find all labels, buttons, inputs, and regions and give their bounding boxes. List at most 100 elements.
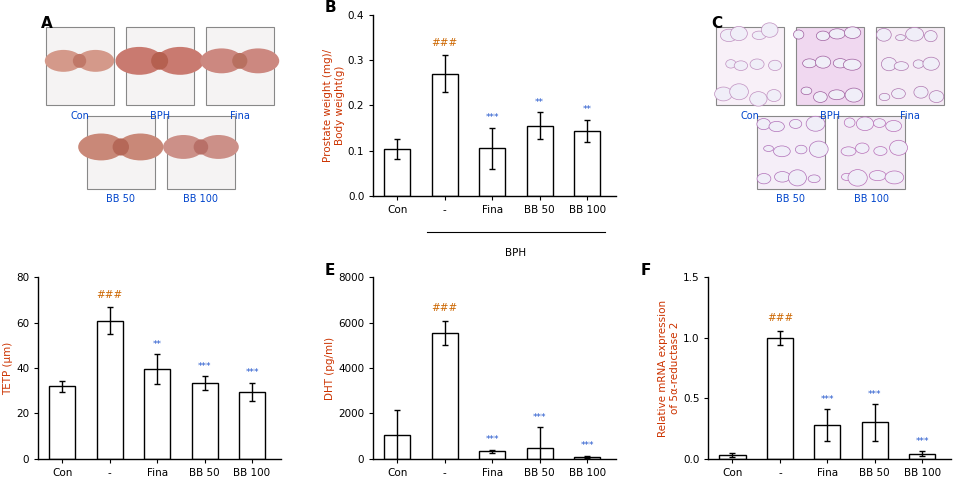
Ellipse shape xyxy=(896,35,905,41)
Text: A: A xyxy=(41,17,53,31)
Ellipse shape xyxy=(806,116,825,131)
Bar xyxy=(50,386,76,459)
Ellipse shape xyxy=(914,86,928,98)
Ellipse shape xyxy=(773,146,791,157)
Ellipse shape xyxy=(829,29,845,39)
Ellipse shape xyxy=(808,175,820,183)
Bar xyxy=(720,455,746,459)
Ellipse shape xyxy=(757,173,771,184)
Text: ***: *** xyxy=(246,368,259,377)
Ellipse shape xyxy=(913,60,923,68)
Bar xyxy=(125,27,194,105)
Ellipse shape xyxy=(815,56,831,68)
Ellipse shape xyxy=(856,143,869,153)
Ellipse shape xyxy=(789,170,807,186)
Ellipse shape xyxy=(829,90,845,100)
Ellipse shape xyxy=(752,31,766,40)
Bar xyxy=(432,74,458,196)
Ellipse shape xyxy=(198,135,239,159)
Text: ***: *** xyxy=(486,435,499,444)
Bar xyxy=(191,383,218,459)
Ellipse shape xyxy=(734,61,748,70)
Text: BPH: BPH xyxy=(819,111,840,121)
Ellipse shape xyxy=(834,59,847,68)
Bar xyxy=(46,27,114,105)
Ellipse shape xyxy=(810,141,828,157)
Text: ***: *** xyxy=(486,114,499,122)
Ellipse shape xyxy=(924,31,937,41)
Ellipse shape xyxy=(774,171,791,182)
Ellipse shape xyxy=(750,59,764,69)
Ellipse shape xyxy=(721,29,737,41)
Bar xyxy=(206,27,273,105)
Ellipse shape xyxy=(885,171,903,184)
Ellipse shape xyxy=(795,145,807,154)
Text: **: ** xyxy=(535,98,544,106)
Text: ###: ### xyxy=(767,313,793,324)
Ellipse shape xyxy=(929,91,944,102)
Ellipse shape xyxy=(194,140,208,155)
Text: ***: *** xyxy=(532,413,547,422)
Text: BPH: BPH xyxy=(506,248,527,259)
Ellipse shape xyxy=(76,50,114,72)
Ellipse shape xyxy=(890,140,907,155)
Ellipse shape xyxy=(816,31,830,41)
Bar xyxy=(384,435,410,459)
Text: ***: *** xyxy=(916,437,929,446)
Text: ###: ### xyxy=(432,303,458,313)
Bar xyxy=(97,321,122,459)
Bar xyxy=(574,457,600,459)
Bar xyxy=(527,448,553,459)
Ellipse shape xyxy=(880,93,890,101)
Text: C: C xyxy=(711,17,722,31)
Text: B: B xyxy=(325,0,337,15)
Ellipse shape xyxy=(163,135,204,159)
Bar xyxy=(861,423,888,459)
Ellipse shape xyxy=(874,146,887,156)
Ellipse shape xyxy=(232,53,248,69)
Text: BB 100: BB 100 xyxy=(184,194,218,204)
Ellipse shape xyxy=(841,173,852,181)
Bar xyxy=(767,338,793,459)
Bar xyxy=(87,116,155,189)
Ellipse shape xyxy=(845,88,862,102)
Ellipse shape xyxy=(78,134,124,161)
Text: BB 100: BB 100 xyxy=(854,194,888,204)
Ellipse shape xyxy=(874,119,885,127)
Ellipse shape xyxy=(844,118,855,127)
Text: Fina: Fina xyxy=(229,111,250,121)
Ellipse shape xyxy=(844,27,860,39)
Ellipse shape xyxy=(156,47,204,75)
Ellipse shape xyxy=(750,92,767,106)
Ellipse shape xyxy=(881,58,897,71)
Bar xyxy=(716,27,784,105)
Ellipse shape xyxy=(764,145,773,151)
Bar xyxy=(527,125,553,196)
Bar xyxy=(479,148,506,196)
Text: ###: ### xyxy=(432,38,458,48)
Text: Fina: Fina xyxy=(900,111,920,121)
Ellipse shape xyxy=(923,57,940,70)
Ellipse shape xyxy=(116,47,163,75)
Ellipse shape xyxy=(877,28,891,41)
Text: Con: Con xyxy=(70,111,89,121)
Ellipse shape xyxy=(726,60,736,68)
Ellipse shape xyxy=(790,120,802,128)
Ellipse shape xyxy=(769,122,784,132)
Text: **: ** xyxy=(582,105,592,114)
Ellipse shape xyxy=(714,87,732,101)
Ellipse shape xyxy=(45,50,82,72)
Ellipse shape xyxy=(118,134,163,161)
Bar xyxy=(837,116,905,189)
Ellipse shape xyxy=(857,117,874,131)
Text: **: ** xyxy=(153,340,162,349)
Text: ***: *** xyxy=(580,441,594,450)
Bar xyxy=(909,454,935,459)
Ellipse shape xyxy=(73,54,86,68)
Ellipse shape xyxy=(237,48,279,73)
Y-axis label: DHT (pg/ml): DHT (pg/ml) xyxy=(325,337,336,400)
Ellipse shape xyxy=(793,30,804,39)
Text: ***: *** xyxy=(198,362,211,370)
Ellipse shape xyxy=(814,92,827,102)
Ellipse shape xyxy=(803,59,816,68)
